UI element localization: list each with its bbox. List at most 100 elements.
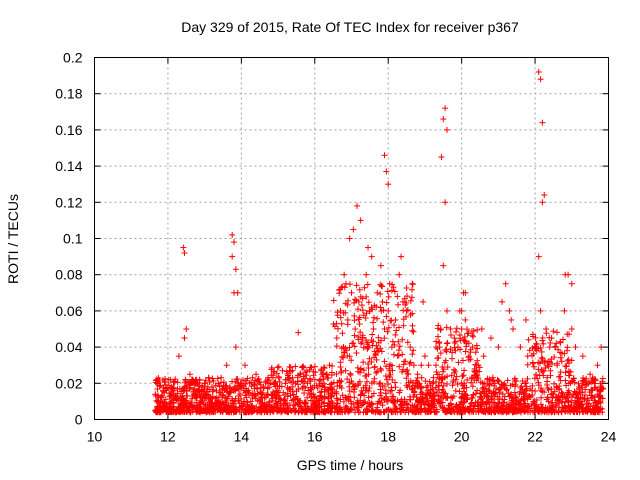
roti-point-bg: [562, 369, 569, 376]
roti-point: [539, 199, 546, 206]
roti-point-bg: [444, 364, 451, 371]
roti-point-bg: [339, 330, 346, 337]
roti-point-bg: [358, 302, 365, 309]
roti-point-bg: [564, 347, 571, 354]
roti-point-bg: [388, 287, 395, 294]
roti-point-bg: [378, 308, 385, 315]
roti-point-bg: [557, 354, 564, 361]
roti-point-bg: [375, 334, 382, 341]
roti-point-bg: [383, 376, 390, 383]
roti-point-bg: [336, 290, 343, 297]
roti-point-bg: [279, 367, 286, 374]
roti-point-bg: [333, 370, 340, 377]
roti-point-bg: [562, 363, 569, 370]
x-tick-label: 22: [527, 429, 543, 445]
roti-point: [524, 353, 531, 360]
x-tick-label: 14: [234, 429, 250, 445]
roti-point-bg: [347, 372, 354, 379]
y-tick-label: 0.08: [55, 267, 82, 283]
roti-point-bg: [371, 363, 378, 370]
roti-point-bg: [562, 377, 569, 384]
roti-point-bg: [399, 336, 406, 343]
roti-point-bg: [404, 339, 411, 346]
x-tick-label: 10: [87, 429, 103, 445]
roti-point-bg: [568, 357, 575, 364]
roti-point-bg: [409, 281, 416, 288]
roti-point: [175, 353, 182, 360]
roti-point-bg: [491, 390, 498, 397]
roti-point-bg: [346, 344, 353, 351]
roti-point-bg: [337, 364, 344, 371]
roti-point: [420, 298, 427, 305]
roti-point-bg: [410, 347, 417, 354]
roti-point-bg: [443, 340, 450, 347]
roti-point: [425, 362, 432, 369]
roti-point-bg: [377, 290, 384, 297]
roti-point-bg: [539, 337, 546, 344]
roti-point: [385, 181, 392, 188]
roti-point-bg: [359, 307, 366, 314]
roti-point-bg: [364, 281, 371, 288]
roti-point: [495, 344, 502, 351]
data-points: [152, 68, 606, 416]
roti-point: [568, 326, 575, 332]
roti-point-bg: [452, 338, 459, 345]
roti-point-bg: [458, 326, 465, 333]
roti-point: [377, 262, 384, 269]
roti-point: [478, 326, 485, 332]
y-tick-label: 0.1: [63, 231, 83, 247]
roti-point-bg: [462, 348, 469, 355]
roti-point: [418, 362, 425, 369]
x-tick-label: 12: [160, 429, 176, 445]
roti-point-bg: [300, 363, 307, 370]
roti-point-bg: [399, 351, 406, 358]
roti-point-bg: [393, 327, 400, 334]
roti-point-bg: [433, 368, 440, 375]
roti-point-bg: [353, 350, 360, 357]
roti-point-bg: [348, 357, 355, 364]
roti-point-bg: [511, 389, 518, 396]
roti-point-bg: [553, 340, 560, 347]
y-tick-label: 0.2: [63, 50, 83, 66]
roti-point-bg: [338, 320, 345, 327]
roti-point-bg: [473, 342, 480, 349]
roti-point-bg: [390, 351, 397, 358]
x-tick-labels: 10 12 14 16 18 20 22 24: [87, 429, 617, 445]
roti-point-bg: [369, 331, 376, 338]
roti-point-bg: [449, 382, 456, 389]
roti-point-bg: [470, 333, 477, 340]
roti-point-bg: [373, 369, 380, 376]
roti-point: [543, 326, 550, 332]
x-tick-label: 18: [380, 429, 396, 445]
roti-point-bg: [240, 377, 247, 384]
roti-point: [561, 307, 568, 314]
roti-point-bg: [453, 325, 460, 332]
roti-point-bg: [403, 285, 410, 292]
roti-point-bg: [449, 355, 456, 362]
roti-point-bg: [237, 391, 244, 398]
roti-point-bg: [385, 324, 392, 331]
roti-point: [180, 244, 187, 251]
roti-point-bg: [363, 293, 370, 300]
roti-point: [537, 307, 544, 314]
roti-point: [381, 152, 388, 159]
roti-point: [421, 353, 428, 360]
roti-point-bg: [469, 394, 476, 401]
roti-point: [342, 280, 349, 287]
roti-point: [229, 253, 236, 260]
roti-point-bg: [321, 365, 328, 372]
y-axis-label: ROTI / TECUs: [5, 194, 21, 284]
roti-point-bg: [409, 280, 416, 287]
roti-point: [579, 353, 586, 360]
roti-point: [546, 344, 553, 351]
roti-point-bg: [540, 372, 547, 379]
roti-point: [465, 353, 472, 360]
roti-point-bg: [459, 373, 466, 380]
roti-point-bg: [452, 387, 459, 394]
roti-point: [410, 362, 417, 369]
roti-point: [442, 105, 449, 112]
roti-point: [365, 244, 372, 251]
roti-point: [443, 126, 450, 133]
roti-point: [346, 235, 353, 242]
roti-point: [438, 154, 445, 161]
